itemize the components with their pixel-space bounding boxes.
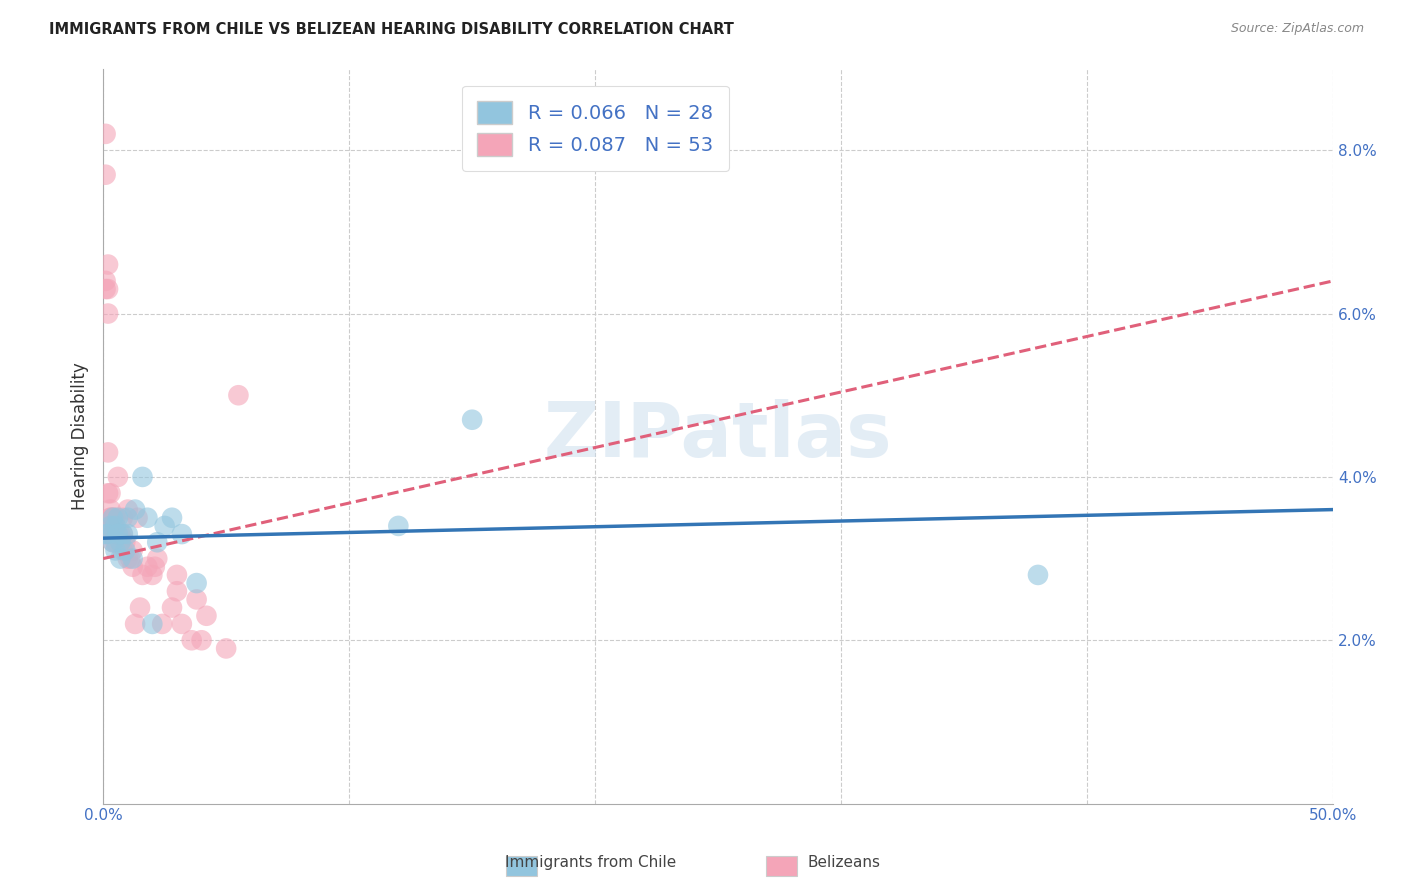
- Point: [146, 551, 169, 566]
- Point: [100, 486, 122, 500]
- Point: [94, 527, 117, 541]
- Text: Source: ZipAtlas.com: Source: ZipAtlas.com: [1230, 22, 1364, 36]
- Point: [94, 168, 117, 182]
- Point: [97, 307, 120, 321]
- Point: [97, 258, 120, 272]
- Point: [143, 559, 166, 574]
- Point: [186, 592, 208, 607]
- Point: [120, 551, 142, 566]
- Point: [170, 616, 193, 631]
- Point: [104, 510, 127, 524]
- Point: [160, 510, 183, 524]
- Point: [111, 527, 134, 541]
- Point: [107, 470, 129, 484]
- Point: [110, 551, 132, 566]
- Point: [97, 527, 120, 541]
- Point: [190, 633, 212, 648]
- Point: [104, 535, 127, 549]
- Point: [195, 608, 218, 623]
- Point: [111, 527, 134, 541]
- Point: [461, 413, 484, 427]
- Point: [124, 616, 146, 631]
- Point: [101, 535, 124, 549]
- Text: IMMIGRANTS FROM CHILE VS BELIZEAN HEARING DISABILITY CORRELATION CHART: IMMIGRANTS FROM CHILE VS BELIZEAN HEARIN…: [49, 22, 734, 37]
- Point: [100, 519, 122, 533]
- Point: [97, 486, 120, 500]
- Point: [97, 282, 120, 296]
- Y-axis label: Hearing Disability: Hearing Disability: [72, 362, 89, 510]
- Point: [101, 510, 124, 524]
- Legend: R = 0.066   N = 28, R = 0.087   N = 53: R = 0.066 N = 28, R = 0.087 N = 53: [461, 86, 728, 171]
- Point: [170, 527, 193, 541]
- Point: [141, 568, 163, 582]
- Point: [166, 568, 188, 582]
- Point: [104, 543, 127, 558]
- Text: Immigrants from Chile: Immigrants from Chile: [505, 855, 676, 870]
- Point: [114, 543, 136, 558]
- Point: [107, 527, 129, 541]
- Point: [215, 641, 238, 656]
- Point: [107, 527, 129, 541]
- Point: [146, 535, 169, 549]
- Point: [100, 527, 122, 541]
- Point: [101, 510, 124, 524]
- Text: Belizeans: Belizeans: [807, 855, 880, 870]
- Point: [131, 568, 153, 582]
- Point: [101, 527, 124, 541]
- Point: [180, 633, 202, 648]
- Point: [101, 535, 124, 549]
- Point: [110, 535, 132, 549]
- Point: [107, 510, 129, 524]
- Point: [127, 510, 149, 524]
- Point: [136, 559, 159, 574]
- Point: [121, 559, 143, 574]
- Point: [124, 502, 146, 516]
- Point: [117, 527, 139, 541]
- Point: [94, 282, 117, 296]
- Point: [117, 510, 139, 524]
- Point: [111, 543, 134, 558]
- Point: [129, 600, 152, 615]
- Point: [94, 127, 117, 141]
- Point: [131, 470, 153, 484]
- Point: [186, 576, 208, 591]
- Point: [111, 510, 134, 524]
- Point: [100, 502, 122, 516]
- Point: [117, 551, 139, 566]
- Point: [160, 600, 183, 615]
- Point: [104, 527, 127, 541]
- Point: [94, 274, 117, 288]
- Point: [121, 543, 143, 558]
- Point: [136, 510, 159, 524]
- Point: [117, 502, 139, 516]
- Point: [110, 535, 132, 549]
- Point: [153, 519, 176, 533]
- Point: [387, 519, 409, 533]
- Point: [150, 616, 173, 631]
- Point: [228, 388, 250, 402]
- Text: ZIPatlas: ZIPatlas: [544, 399, 893, 473]
- Point: [100, 510, 122, 524]
- Point: [141, 616, 163, 631]
- Point: [1026, 568, 1049, 582]
- Point: [101, 519, 124, 533]
- Point: [97, 445, 120, 459]
- Point: [100, 510, 122, 524]
- Point: [110, 527, 132, 541]
- Point: [166, 584, 188, 599]
- Point: [114, 535, 136, 549]
- Point: [104, 519, 127, 533]
- Point: [121, 551, 143, 566]
